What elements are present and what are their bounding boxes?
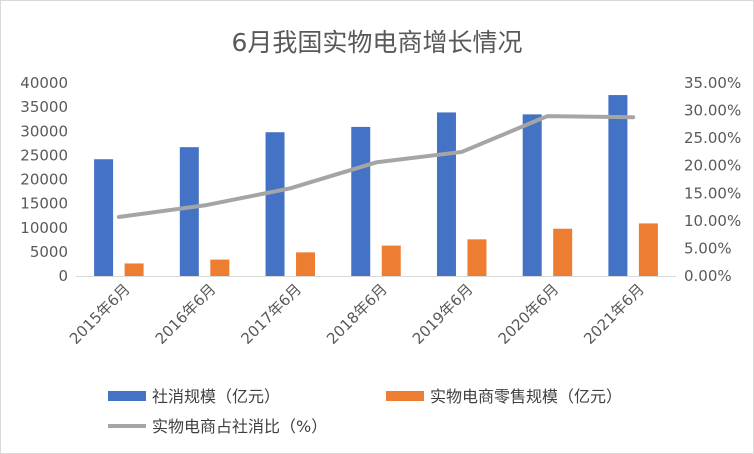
y-right-tick-label: 20.00%: [684, 157, 741, 175]
y-left-tick-label: 40000: [20, 74, 68, 92]
y-left-tick-label: 35000: [20, 98, 68, 116]
bar: [124, 263, 144, 276]
y-right-tick-label: 0.00%: [684, 267, 732, 285]
x-tick-label: 2019年6月: [409, 280, 477, 348]
y-right-tick-label: 30.00%: [684, 102, 741, 120]
y-right-tick-label: 15.00%: [684, 184, 741, 202]
bar: [179, 147, 199, 276]
bar: [553, 228, 573, 276]
legend-item: 社消规模（亿元）: [108, 387, 280, 406]
bar: [210, 259, 230, 276]
y-left-tick-label: 30000: [20, 122, 68, 140]
line-series-0: [116, 114, 636, 219]
legend: 社消规模（亿元） 实物电商零售规模（亿元） 实物电商占社消比（%）: [108, 387, 622, 436]
legend-item: 实物电商占社消比（%）: [108, 417, 327, 436]
x-tick-label: 2015年6月: [66, 280, 134, 348]
bar: [381, 245, 401, 276]
legend-label: 社消规模（亿元）: [152, 387, 280, 406]
y-right-tick-label: 25.00%: [684, 129, 741, 147]
legend-label: 实物电商零售规模（亿元）: [430, 387, 622, 406]
y-right-tick-label: 35.00%: [684, 74, 741, 92]
y-left-tick-label: 15000: [20, 195, 68, 213]
legend-item: 实物电商零售规模（亿元）: [386, 387, 622, 406]
y-left-tick-label: 0: [58, 267, 68, 285]
y-left-tick-label: 25000: [20, 146, 68, 164]
bar: [467, 239, 487, 276]
bar: [436, 112, 456, 277]
bar-series-1: [124, 223, 658, 276]
y-left-tick-label: 20000: [20, 171, 68, 189]
bar: [522, 114, 542, 276]
bar: [94, 159, 114, 276]
bar: [608, 95, 628, 276]
bar: [351, 126, 371, 276]
legend-swatch: [386, 391, 424, 401]
y-left-tick-label: 5000: [30, 243, 68, 261]
y-left-tick-label: 10000: [20, 219, 68, 237]
x-tick-label: 2017年6月: [237, 280, 305, 348]
bar: [296, 252, 316, 276]
y-right-tick-label: 5.00%: [684, 239, 732, 257]
x-tick-label: 2018年6月: [323, 280, 391, 348]
x-tick-label: 2020年6月: [495, 280, 563, 348]
bar: [265, 132, 285, 276]
chart-title: 6月我国实物电商增长情况: [232, 28, 523, 57]
y-right-tick-label: 10.00%: [684, 212, 741, 230]
bar: [638, 223, 658, 276]
x-tick-label: 2021年6月: [580, 280, 648, 348]
plot-area: 0 5000 10000 15000 20000 25000 30000 35000 40000…: [20, 74, 741, 348]
x-tick-label: 2016年6月: [152, 280, 220, 348]
bar-series-0: [94, 95, 628, 277]
legend-swatch: [108, 391, 146, 401]
legend-label: 实物电商占社消比（%）: [152, 417, 327, 436]
